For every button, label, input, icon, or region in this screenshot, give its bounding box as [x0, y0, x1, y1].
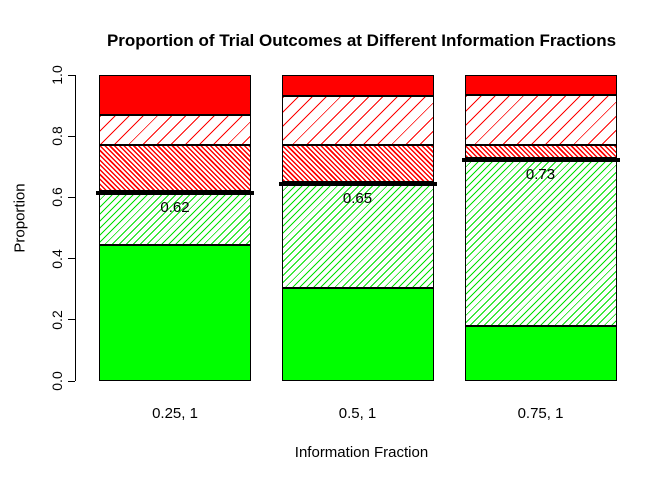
- solid-red-segment: [99, 75, 251, 115]
- marker-value-label: 0.65: [342, 190, 373, 208]
- y-tick: [68, 135, 75, 137]
- hatched-green-segment: [281, 182, 434, 288]
- y-tick-label: 0.2: [49, 310, 65, 330]
- solid-green-segment: [281, 287, 434, 381]
- hatched-red-segment: [281, 96, 434, 146]
- y-tick-label: 0.8: [49, 126, 65, 146]
- marker-line: [461, 157, 620, 162]
- solid-red-segment: [464, 75, 617, 95]
- marker-value-label: 0.73: [525, 165, 556, 183]
- y-tick-label: 0.0: [49, 371, 65, 391]
- hatched-green-segment: [464, 157, 617, 326]
- y-tick: [68, 196, 75, 198]
- hatched-red-segment: [464, 94, 617, 146]
- y-axis-line: [75, 75, 76, 381]
- y-tick: [68, 319, 75, 321]
- marker-value-label: 0.62: [160, 199, 190, 217]
- y-tick: [68, 380, 75, 382]
- x-category-label: 0.5, 1: [338, 405, 377, 422]
- dense-hatched-red-segment: [464, 145, 617, 158]
- hatched-red-segment: [99, 114, 251, 146]
- x-category-label: 0.75, 1: [517, 405, 564, 422]
- dense-hatched-red-segment: [281, 145, 434, 183]
- chart-title: Proportion of Trial Outcomes at Differen…: [106, 31, 617, 50]
- solid-green-segment: [464, 325, 617, 381]
- marker-line: [96, 191, 254, 196]
- x-category-label: 0.25, 1: [152, 405, 198, 422]
- y-tick-label: 0.4: [49, 248, 65, 269]
- y-axis-label: Proportion: [11, 183, 29, 253]
- hatched-green-segment: [99, 191, 251, 245]
- dense-hatched-red-segment: [99, 145, 251, 192]
- solid-red-segment: [281, 75, 434, 97]
- y-tick: [68, 74, 75, 76]
- x-axis-label: Information Fraction: [294, 444, 429, 461]
- y-tick: [68, 258, 75, 260]
- y-tick-label: 0.6: [49, 187, 65, 208]
- marker-line: [278, 182, 437, 187]
- solid-green-segment: [99, 244, 251, 381]
- y-tick-label: 1.0: [49, 65, 65, 85]
